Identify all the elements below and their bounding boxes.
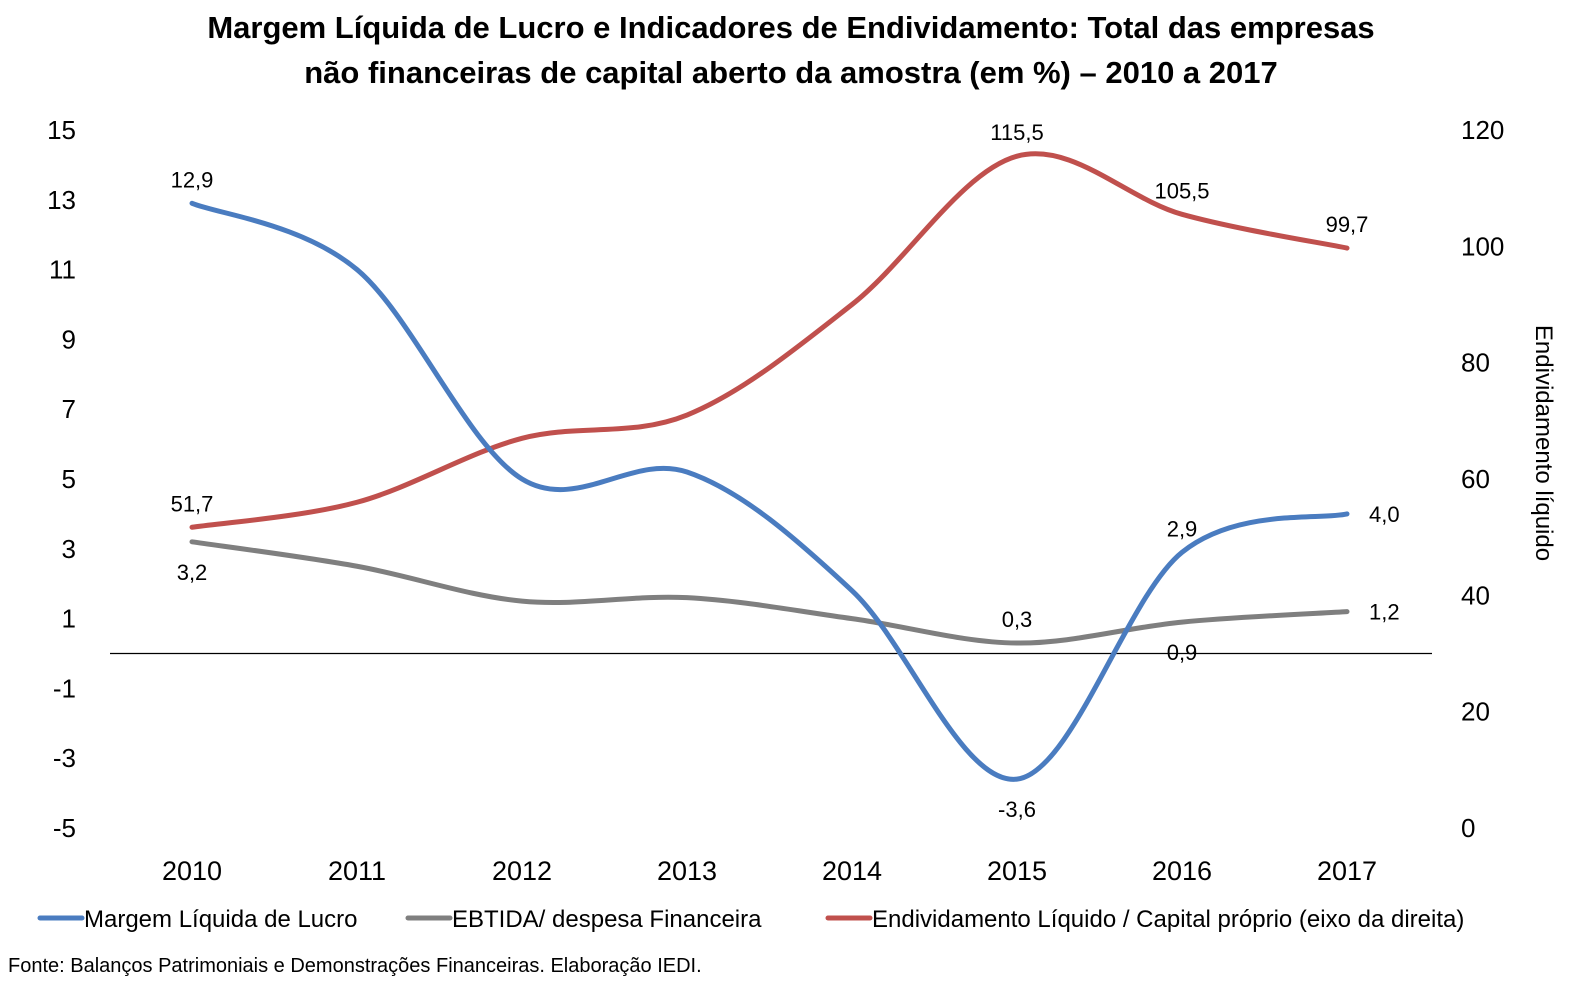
left-axis-tick-label: 9 — [62, 324, 76, 354]
source-note: Fonte: Balanços Patrimoniais e Demonstra… — [8, 955, 702, 977]
series-line-2 — [189, 151, 1350, 530]
x-axis-tick-label: 2014 — [822, 856, 882, 886]
left-axis-tick-label: 15 — [47, 115, 76, 145]
data-label: 3,2 — [177, 560, 208, 585]
right-axis-tick-label: 80 — [1461, 348, 1490, 378]
left-axis-ticks: 15 13 11 9 7 5 3 1 -1 -3 -5 — [47, 115, 76, 843]
data-label: 0,3 — [1002, 607, 1033, 632]
right-axis-ticks: 120 100 80 60 40 20 0 — [1461, 115, 1504, 843]
series-line-1 — [189, 539, 1350, 646]
left-axis-tick-label: 11 — [49, 255, 76, 285]
legend-label-2: Endividamento Líquido / Capital próprio … — [872, 906, 1464, 933]
data-label: 1,2 — [1369, 600, 1400, 625]
right-axis-tick-label: 100 — [1461, 231, 1504, 261]
data-labels: 12,9 -3,6 2,9 4,0 3,2 0,3 0,9 1,2 51,7 115,5 105,5… — [171, 120, 1400, 822]
left-axis-tick-label: -1 — [53, 673, 76, 703]
left-axis-tick-label: 5 — [62, 464, 76, 494]
data-label: 51,7 — [171, 491, 214, 516]
x-axis-tick-label: 2011 — [328, 856, 386, 886]
data-label: 105,5 — [1154, 178, 1209, 203]
right-axis-tick-label: 60 — [1461, 464, 1490, 494]
left-axis-tick-label: 13 — [47, 185, 76, 215]
data-label: 99,7 — [1326, 212, 1369, 237]
x-axis-tick-label: 2015 — [987, 856, 1047, 886]
x-axis-tick-label: 2017 — [1317, 856, 1377, 886]
left-axis-tick-label: -3 — [53, 743, 76, 773]
right-axis-tick-label: 120 — [1461, 115, 1504, 145]
legend-label-1: EBTIDA/ despesa Financeira — [452, 906, 762, 933]
series-lines — [189, 151, 1350, 782]
data-label: -3,6 — [998, 797, 1036, 822]
right-axis-tick-label: 0 — [1461, 813, 1475, 843]
left-axis-tick-label: -5 — [53, 813, 76, 843]
x-axis-ticks: 2010 2011 2012 2013 2014 2015 2016 2017 — [162, 856, 1377, 886]
data-label: 115,5 — [990, 120, 1043, 145]
data-label: 0,9 — [1167, 640, 1198, 665]
right-axis-tick-label: 40 — [1461, 580, 1490, 610]
x-axis-tick-label: 2010 — [162, 856, 222, 886]
x-axis-tick-label: 2016 — [1152, 856, 1212, 886]
data-label: 4,0 — [1369, 502, 1400, 527]
right-axis-title: Endividamento líquido — [1530, 325, 1557, 561]
legend: Margem Líquida de Lucro EBTIDA/ despesa F… — [37, 906, 1464, 933]
chart-title-line-1: Margem Líquida de Lucro e Indicadores de… — [207, 10, 1374, 45]
chart-title-line-2: não financeiras de capital aberto da amo… — [304, 55, 1278, 90]
left-axis-tick-label: 3 — [62, 534, 76, 564]
x-axis-tick-label: 2012 — [492, 856, 552, 886]
left-axis-tick-label: 7 — [62, 394, 76, 424]
data-label: 12,9 — [171, 167, 214, 192]
x-axis-tick-label: 2013 — [657, 856, 717, 886]
right-axis-tick-label: 20 — [1461, 697, 1490, 727]
left-axis-tick-label: 1 — [62, 604, 76, 634]
series-line-0 — [189, 200, 1350, 782]
data-label: 2,9 — [1167, 516, 1198, 541]
legend-label-0: Margem Líquida de Lucro — [84, 906, 358, 933]
